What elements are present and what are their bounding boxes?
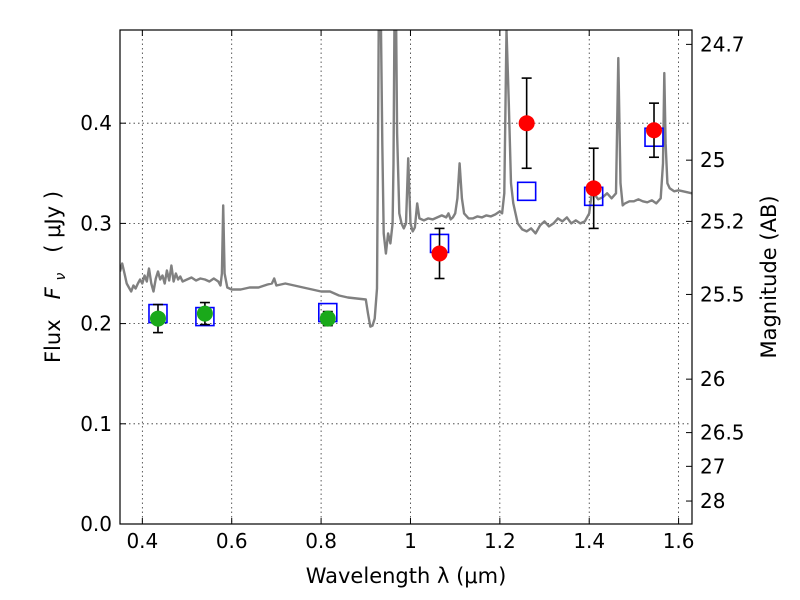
- y2-tick-label: 26: [700, 367, 725, 391]
- right-axis-label: Magnitude (AB): [757, 195, 781, 358]
- y-axis-label-subscript: ν: [53, 273, 69, 281]
- observed-flux-point: [431, 245, 448, 262]
- grid-lines: [120, 30, 692, 525]
- model-flux-square: [516, 181, 537, 202]
- axis-ticks: 0.4 0.6 0.8 1 1.2 1.4 1.6 0.0 0.1 0.2 0.3 0.4 24.7 25…: [80, 30, 745, 553]
- y2-tick-label: 25: [700, 148, 725, 172]
- y2-tick-label: 25.2: [700, 209, 745, 233]
- observed-flux-point: [196, 305, 213, 322]
- y2-tick-label: 25.5: [700, 282, 745, 306]
- observed-flux-point: [319, 310, 336, 327]
- x-tick-label: 0.4: [126, 529, 158, 553]
- y2-tick-label: 27: [700, 454, 725, 478]
- model-spectrum: [120, 30, 692, 328]
- y-tick-label: 0.3: [80, 211, 112, 235]
- data-markers: [148, 77, 664, 334]
- x-tick-label: 1.6: [663, 529, 695, 553]
- y2-tick-label: 24.7: [700, 32, 745, 56]
- y-tick-label: 0.4: [80, 111, 112, 135]
- observed-flux-point: [518, 115, 535, 132]
- y-axis-label-suffix: ( μJy ): [41, 191, 65, 266]
- x-tick-label: 1.2: [484, 529, 516, 553]
- y-tick-label: 0.2: [80, 312, 112, 336]
- y2-tick-label: 26.5: [700, 421, 745, 445]
- y-axis-label: Flux F ν ( μJy ): [41, 191, 70, 363]
- y-tick-label: 0.0: [80, 512, 112, 536]
- observed-flux-point: [585, 180, 602, 197]
- x-tick-label: 0.8: [305, 529, 337, 553]
- x-tick-label: 1.4: [573, 529, 605, 553]
- plot-frame: [119, 29, 693, 525]
- y-tick-label: 0.1: [80, 412, 112, 436]
- model-spectrum-line: [120, 30, 692, 328]
- x-tick-label: 0.6: [216, 529, 248, 553]
- x-axis-label: Wavelength λ (μm): [306, 564, 507, 588]
- y-axis-label-variable: F: [41, 286, 65, 299]
- x-tick-label: 1: [404, 529, 417, 553]
- y-axis-label-prefix: Flux: [41, 306, 65, 363]
- observed-flux-point: [149, 310, 166, 327]
- observed-flux-point: [646, 122, 663, 139]
- y2-tick-label: 28: [700, 489, 725, 513]
